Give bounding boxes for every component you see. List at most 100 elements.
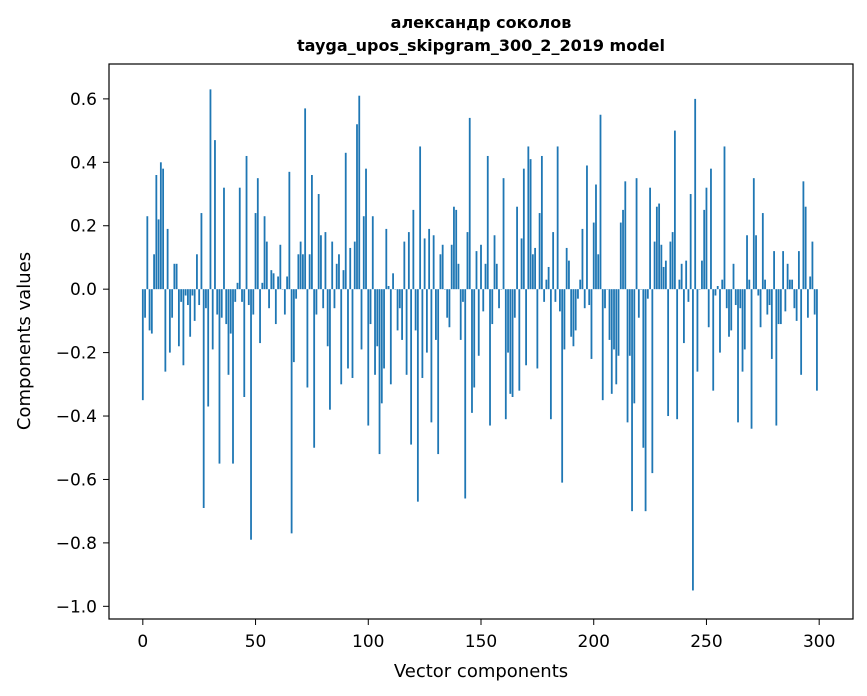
bar <box>610 289 613 394</box>
x-tick-label: 100 <box>352 632 384 652</box>
bar <box>775 289 778 426</box>
bar <box>471 289 473 413</box>
bar <box>277 276 279 290</box>
y-tick-label: 0.2 <box>70 217 97 237</box>
bar <box>719 289 721 353</box>
bar <box>549 289 552 420</box>
bar <box>653 241 656 290</box>
bar <box>200 213 203 290</box>
bar <box>597 254 600 290</box>
bar <box>362 216 365 290</box>
bar <box>802 181 805 290</box>
bar <box>714 289 717 296</box>
bar <box>482 289 485 312</box>
bar <box>198 289 201 306</box>
bar <box>468 117 471 290</box>
bar <box>732 263 735 290</box>
bar <box>371 216 374 290</box>
bar <box>243 289 246 397</box>
x-tick-label: 50 <box>245 632 267 652</box>
bar <box>245 155 248 290</box>
bar <box>295 289 298 299</box>
bar <box>734 289 737 306</box>
x-tick-label: 150 <box>465 632 497 652</box>
bar <box>369 289 372 325</box>
bar <box>513 289 516 318</box>
bar <box>290 289 293 534</box>
bar <box>694 98 697 290</box>
bar <box>644 289 647 512</box>
bar <box>299 241 302 290</box>
bar <box>407 232 410 290</box>
bar <box>193 289 196 321</box>
bar <box>256 178 259 290</box>
bar <box>791 279 794 290</box>
bar <box>746 235 748 290</box>
bar <box>453 206 455 290</box>
bar <box>531 254 534 290</box>
bar <box>261 282 264 290</box>
bar <box>157 219 160 290</box>
bar <box>556 146 559 290</box>
bar <box>511 289 514 397</box>
bar <box>326 289 329 347</box>
bar <box>270 270 273 290</box>
bar <box>545 279 548 290</box>
bar <box>750 289 753 429</box>
bar <box>766 289 769 315</box>
bar <box>311 175 313 290</box>
bar <box>743 289 746 350</box>
bar <box>768 289 771 306</box>
bar <box>755 235 757 290</box>
bar <box>615 289 618 385</box>
bar <box>741 289 744 372</box>
bar <box>387 286 390 290</box>
bar <box>153 254 155 290</box>
bar <box>728 289 730 337</box>
bar <box>554 289 557 302</box>
bar <box>383 289 385 369</box>
bar <box>202 289 205 508</box>
bar <box>286 276 289 290</box>
bar <box>220 289 223 318</box>
y-tick-label: −1.0 <box>56 597 97 617</box>
bar <box>797 251 800 290</box>
bar <box>292 289 295 363</box>
bar <box>421 289 424 378</box>
bar <box>403 241 406 290</box>
bar <box>171 289 174 318</box>
bar <box>651 289 654 474</box>
bar <box>655 206 658 290</box>
bar <box>579 279 582 290</box>
bar <box>317 194 320 290</box>
bar <box>626 289 629 423</box>
bar <box>489 289 491 426</box>
bar <box>552 232 555 290</box>
bar <box>205 289 207 309</box>
bar <box>223 187 225 290</box>
bar <box>773 251 775 290</box>
bars-layer <box>141 89 818 591</box>
bar <box>367 289 370 426</box>
bar <box>795 289 798 321</box>
bar <box>563 289 566 350</box>
bar <box>692 289 694 591</box>
bar <box>439 254 442 290</box>
bar <box>166 228 169 290</box>
bar <box>430 289 433 423</box>
bar <box>342 270 345 290</box>
bar <box>486 155 489 290</box>
bar <box>335 263 338 290</box>
bar <box>680 263 683 290</box>
bar <box>349 247 352 290</box>
bar <box>412 209 415 290</box>
bar <box>804 206 807 290</box>
bar <box>211 289 214 350</box>
bar <box>304 108 307 290</box>
plot-frame <box>108 63 854 620</box>
bar <box>229 289 232 334</box>
bar <box>254 213 257 290</box>
bar <box>637 289 640 318</box>
bar <box>322 289 325 309</box>
